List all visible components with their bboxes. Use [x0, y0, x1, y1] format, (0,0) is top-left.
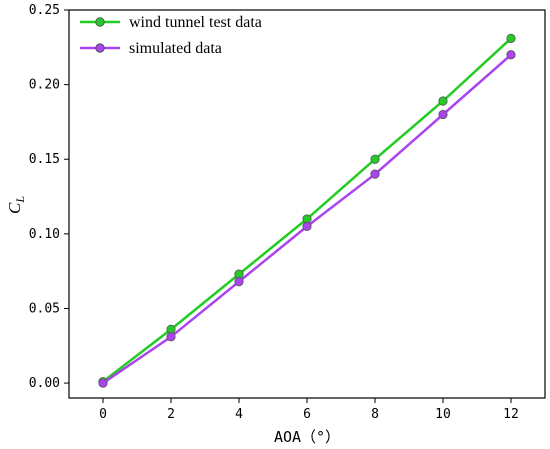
- data-point-1: [302, 221, 312, 231]
- data-point-1: [438, 109, 448, 120]
- series-layer: [98, 33, 516, 388]
- y-tick-label: 0.05: [29, 301, 60, 316]
- y-tick-label: 0.00: [29, 376, 60, 391]
- legend-label-simulated: simulated data: [129, 40, 222, 57]
- y-axis-label-sub: L: [13, 196, 27, 204]
- x-tick-label: 8: [371, 407, 379, 422]
- legend-item-simulated: simulated data: [80, 40, 222, 57]
- legend: wind tunnel test data simulated data: [80, 14, 262, 57]
- y-tick-label: 0.10: [29, 227, 60, 242]
- x-tick-label: 10: [435, 407, 451, 422]
- y-tick-label: 0.20: [29, 78, 60, 93]
- legend-label-wind-tunnel: wind tunnel test data: [129, 14, 262, 31]
- data-point-1: [166, 332, 176, 342]
- x-tick-label: 4: [235, 407, 243, 422]
- y-axis-ticks: 0.00 0.05 0.10 0.15 0.20 0.25: [29, 3, 69, 391]
- x-axis-label: AOA（°）: [274, 428, 340, 446]
- x-tick-label: 12: [503, 407, 519, 422]
- series-line-0: [102, 37, 512, 383]
- x-tick-label: 2: [167, 407, 175, 422]
- y-axis-label-main: C: [5, 202, 24, 214]
- y-axis-label: CL: [5, 196, 27, 214]
- data-point-1: [98, 378, 108, 388]
- x-tick-label: 6: [303, 407, 311, 422]
- data-point-0: [438, 96, 448, 106]
- x-axis-ticks: 0 2 4 6 8 10 12: [99, 398, 519, 422]
- legend-item-wind-tunnel: wind tunnel test data: [80, 14, 262, 31]
- data-point-1: [506, 50, 516, 60]
- plot-frame: [68, 9, 546, 399]
- y-tick-label: 0.25: [29, 3, 60, 18]
- data-point-1: [234, 276, 244, 287]
- x-tick-label: 0: [99, 407, 107, 422]
- y-tick-label: 0.15: [29, 152, 60, 167]
- data-point-1: [370, 169, 380, 179]
- data-point-0: [370, 154, 380, 164]
- data-point-0: [506, 33, 516, 43]
